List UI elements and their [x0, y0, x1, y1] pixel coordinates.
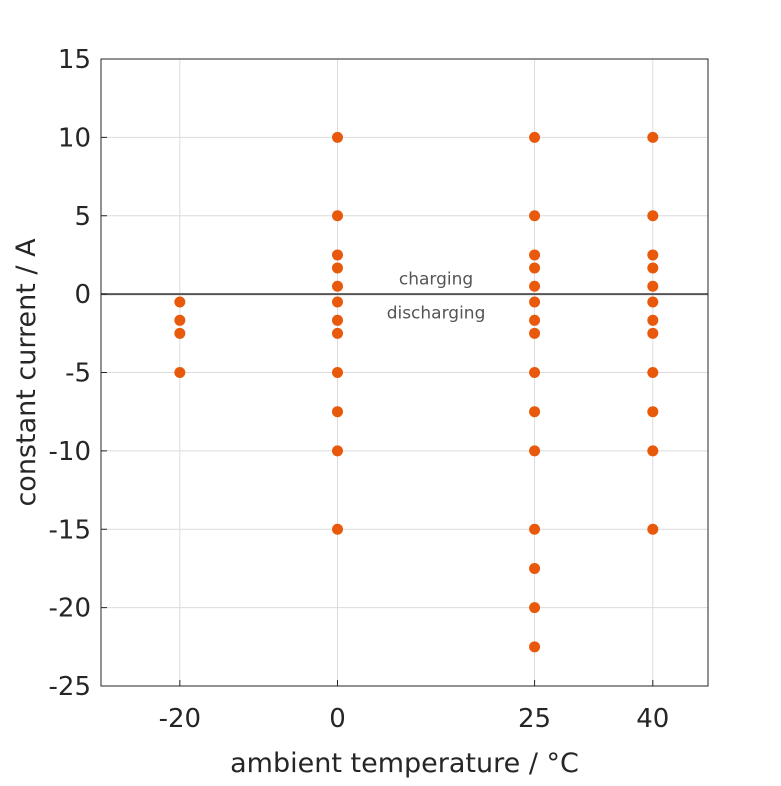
data-point	[647, 210, 659, 222]
x-tick-label: -20	[159, 704, 201, 734]
annotation-discharging: discharging	[387, 304, 486, 324]
data-point	[647, 314, 659, 326]
data-point	[647, 327, 659, 339]
data-point	[647, 131, 659, 143]
y-tick-label: 15	[58, 45, 91, 75]
x-tick-label: 25	[518, 704, 551, 734]
data-point	[529, 280, 541, 292]
data-point	[529, 641, 541, 653]
y-tick-label: -15	[49, 515, 91, 545]
data-point	[174, 367, 186, 378]
data-point	[647, 523, 659, 535]
data-point	[331, 249, 343, 261]
y-tick-label: -20	[49, 594, 91, 624]
data-point	[529, 523, 541, 535]
data-point	[647, 249, 659, 261]
data-point	[174, 327, 186, 339]
data-point	[529, 445, 541, 457]
y-tick-label: 5	[74, 202, 91, 232]
data-point	[529, 262, 541, 274]
data-point	[647, 406, 659, 418]
annotation-charging: charging	[399, 270, 473, 290]
data-point	[647, 280, 659, 292]
tick-labels: -20 0 25 40 15 10 5 0 -5 -10 -15 -20 -25	[49, 45, 670, 734]
data-point	[529, 296, 541, 308]
data-point	[529, 210, 541, 222]
data-point	[529, 327, 541, 339]
data-point	[331, 296, 343, 308]
x-tick-label: 40	[636, 704, 669, 734]
data-point	[529, 131, 541, 143]
y-tick-label: 10	[58, 123, 91, 153]
y-tick-label: 0	[74, 280, 91, 310]
data-point	[647, 445, 659, 457]
x-axis-title: ambient temperature / °C	[230, 748, 579, 779]
data-point	[331, 406, 343, 418]
data-point	[174, 314, 186, 326]
data-point	[331, 327, 343, 339]
data-point	[647, 296, 659, 308]
data-point	[529, 602, 541, 614]
data-point	[529, 249, 541, 261]
ticks	[101, 58, 654, 687]
data-point	[331, 262, 343, 274]
grid	[101, 58, 708, 687]
data-points	[174, 131, 659, 653]
data-point	[331, 280, 343, 292]
data-point	[331, 367, 343, 378]
data-point	[529, 367, 541, 378]
y-tick-label: -10	[49, 437, 91, 467]
data-point	[331, 523, 343, 535]
x-tick-label: 0	[329, 704, 346, 734]
data-point	[331, 131, 343, 143]
data-point	[529, 314, 541, 326]
data-point	[529, 562, 541, 574]
data-point	[647, 262, 659, 274]
y-tick-label: -25	[49, 672, 91, 702]
data-point	[331, 314, 343, 326]
y-tick-label: -5	[65, 359, 91, 389]
data-point	[174, 296, 186, 308]
y-axis-title: constant current / A	[11, 238, 42, 507]
data-point	[647, 367, 659, 378]
data-point	[331, 210, 343, 222]
data-point	[331, 445, 343, 457]
data-point	[529, 406, 541, 418]
